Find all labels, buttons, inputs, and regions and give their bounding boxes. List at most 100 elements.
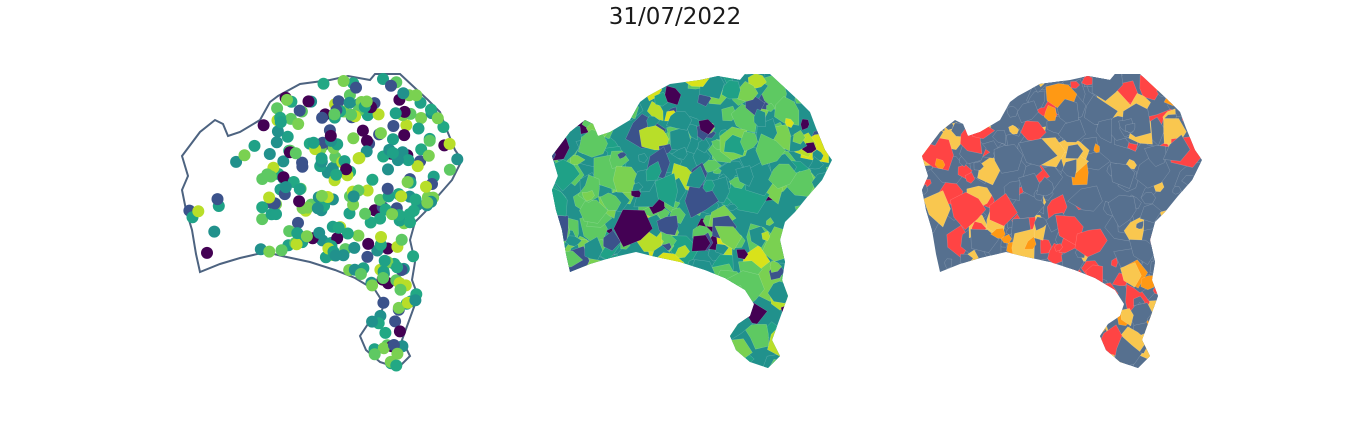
choropleth-region [619, 260, 629, 269]
choropleth-region [634, 259, 659, 284]
category-region [1072, 294, 1090, 313]
municipality-marker [375, 231, 387, 243]
municipality-marker [281, 130, 294, 143]
municipality-marker [361, 250, 374, 263]
choropleth-region [612, 279, 642, 307]
choropleth-region [568, 85, 586, 99]
category-region [1128, 239, 1158, 266]
category-region [1125, 123, 1136, 134]
municipality-marker [290, 238, 303, 251]
choropleth-region [573, 111, 585, 124]
choropleth-region [686, 278, 709, 301]
category-region [992, 130, 1007, 145]
choropleth-region [602, 333, 614, 348]
category-region [1188, 74, 1199, 82]
category-region [1183, 203, 1202, 243]
choropleth-region [652, 307, 684, 329]
choropleth-region [809, 262, 826, 283]
municipality-marker [293, 195, 306, 208]
municipality-marker [391, 347, 404, 360]
category-region [1058, 369, 1067, 379]
municipality-marker [379, 326, 392, 339]
category-region [937, 300, 967, 327]
category-region [990, 310, 1018, 334]
category-region [1110, 257, 1118, 268]
choropleth-region [628, 327, 649, 360]
choropleth-region [700, 350, 714, 368]
municipality-marker [270, 136, 283, 149]
category-region [957, 96, 984, 129]
category-region [984, 271, 1009, 294]
choropleth-region [702, 314, 723, 337]
choropleth-region [599, 192, 622, 212]
category-region [966, 99, 993, 130]
choropleth-region [686, 298, 717, 323]
choropleth-region [789, 287, 816, 314]
choropleth-region [817, 84, 832, 98]
choropleth-region [716, 289, 742, 325]
choropleth-region [645, 161, 662, 182]
category-region [973, 161, 985, 171]
choropleth-region [711, 281, 741, 318]
choropleth-region [780, 304, 794, 319]
category-region [981, 320, 1000, 342]
choropleth-region [813, 282, 825, 297]
choropleth-region [649, 297, 678, 323]
choropleth-region [589, 279, 623, 307]
choropleth-region [590, 281, 612, 304]
choropleth-region [646, 115, 661, 128]
choropleth-region [716, 335, 729, 350]
municipality-marker [398, 105, 411, 118]
category-region [1162, 134, 1191, 162]
category-region [1016, 350, 1032, 366]
category-region [952, 321, 986, 352]
municipality-marker [392, 301, 405, 314]
category-region [1068, 292, 1094, 323]
category-region [1184, 218, 1199, 231]
municipality-marker [261, 168, 274, 181]
choropleth-region [688, 323, 711, 352]
municipality-marker [415, 112, 428, 124]
category-region [1006, 74, 1037, 92]
category-region [922, 299, 949, 322]
category-region [1155, 295, 1197, 335]
municipality-marker [208, 225, 221, 238]
choropleth-region [552, 110, 572, 135]
choropleth-region [552, 100, 567, 121]
choropleth-region [730, 370, 740, 380]
category-region [1070, 289, 1086, 306]
category-region [1062, 158, 1077, 179]
choropleth-region [580, 92, 600, 108]
category-region [945, 297, 969, 317]
choropleth-region [789, 303, 806, 325]
choropleth-region [638, 153, 649, 164]
choropleth-region [777, 332, 792, 344]
category-region [922, 107, 938, 134]
category-region [989, 99, 1000, 109]
category-region [952, 322, 974, 339]
choropleth-region [697, 281, 726, 321]
choropleth-region [654, 91, 671, 107]
municipality-marker [315, 189, 328, 202]
choropleth-map [552, 74, 832, 380]
category-region [1081, 291, 1101, 314]
municipality-marker [277, 171, 290, 184]
municipality-marker [407, 250, 420, 263]
municipality-marker [296, 160, 309, 173]
category-region [966, 266, 1001, 296]
municipality-marker [315, 152, 328, 165]
choropleth-region [784, 118, 795, 129]
choropleth-region [669, 287, 687, 305]
category-region [1194, 318, 1202, 329]
choropleth-region [622, 305, 645, 325]
category-region [941, 290, 952, 299]
category-region [962, 74, 982, 95]
category-region [980, 336, 996, 361]
municipality-marker [400, 119, 413, 132]
category-region [1034, 216, 1049, 231]
category-region [1078, 358, 1091, 368]
choropleth-region [726, 203, 738, 211]
choropleth-region [560, 280, 590, 310]
choropleth-region [736, 248, 749, 260]
category-region [1026, 285, 1046, 308]
